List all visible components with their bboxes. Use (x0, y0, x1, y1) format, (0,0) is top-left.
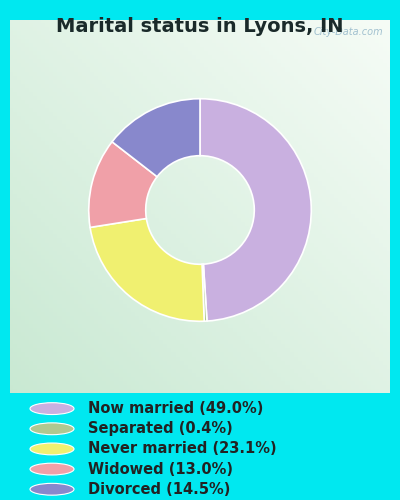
Circle shape (30, 463, 74, 475)
Wedge shape (90, 218, 204, 322)
Wedge shape (200, 98, 311, 321)
Text: Marital status in Lyons, IN: Marital status in Lyons, IN (56, 17, 344, 36)
Text: Now married (49.0%): Now married (49.0%) (88, 401, 263, 416)
Text: Separated (0.4%): Separated (0.4%) (88, 422, 233, 436)
Text: Never married (23.1%): Never married (23.1%) (88, 442, 277, 456)
Wedge shape (202, 264, 207, 321)
Circle shape (30, 484, 74, 495)
Circle shape (30, 402, 74, 414)
Text: Widowed (13.0%): Widowed (13.0%) (88, 462, 233, 476)
Text: City-Data.com: City-Data.com (314, 27, 383, 37)
Circle shape (30, 423, 74, 434)
Wedge shape (112, 98, 200, 176)
Circle shape (30, 443, 74, 455)
Text: Divorced (14.5%): Divorced (14.5%) (88, 482, 230, 497)
Wedge shape (89, 142, 157, 228)
